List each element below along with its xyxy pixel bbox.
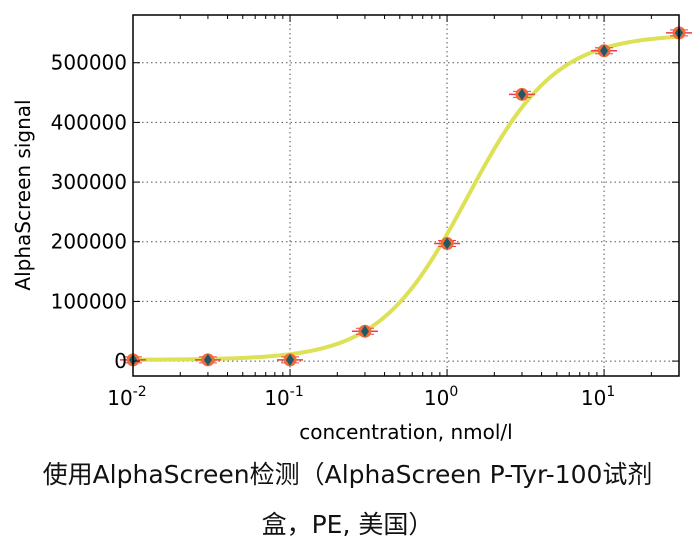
x-tick-label: 10-1 [264,384,303,410]
figure-caption-line-1: 使用AlphaScreen检测（AlphaScreen P-Tyr-100试剂 [42,460,653,489]
marker-diamond [203,353,212,366]
fit-curve-layer [131,34,681,362]
x-axis-label: concentration, nmol/l [299,420,512,444]
grid-lines [133,15,679,376]
y-tick-label: 100000 [51,289,127,313]
axis-ticks: 10-2 10-1 100 101 0 100000 200000 300000 400000 5… [51,15,680,410]
marker-diamond [360,325,369,338]
marker-diamond [443,237,452,250]
data-point [277,353,304,367]
marker-diamond [517,88,526,101]
y-tick-label: 400000 [51,110,127,134]
data-points-layer [120,26,692,367]
y-tick-label: 300000 [51,170,127,194]
marker-diamond [286,353,295,366]
figure-caption-line-2: 盒，PE, 美国） [261,510,434,539]
data-point [194,353,221,367]
y-axis-label: AlphaScreen signal [11,99,35,290]
fit-curve [131,34,681,362]
data-point [351,324,378,338]
data-point [434,237,461,251]
plot-frame [132,14,680,377]
y-tick-label: 200000 [51,230,127,254]
y-tick-label: 0 [114,349,127,373]
marker-diamond [600,44,609,57]
x-tick-label: 100 [424,384,458,410]
y-tick-label: 500000 [51,51,127,75]
dose-response-chart: 10-2 10-1 100 101 0 100000 200000 300000 400000 5… [11,14,692,444]
data-point [591,44,618,58]
x-tick-label: 10-2 [107,384,146,410]
x-tick-label: 101 [581,384,615,410]
data-point [508,87,535,101]
